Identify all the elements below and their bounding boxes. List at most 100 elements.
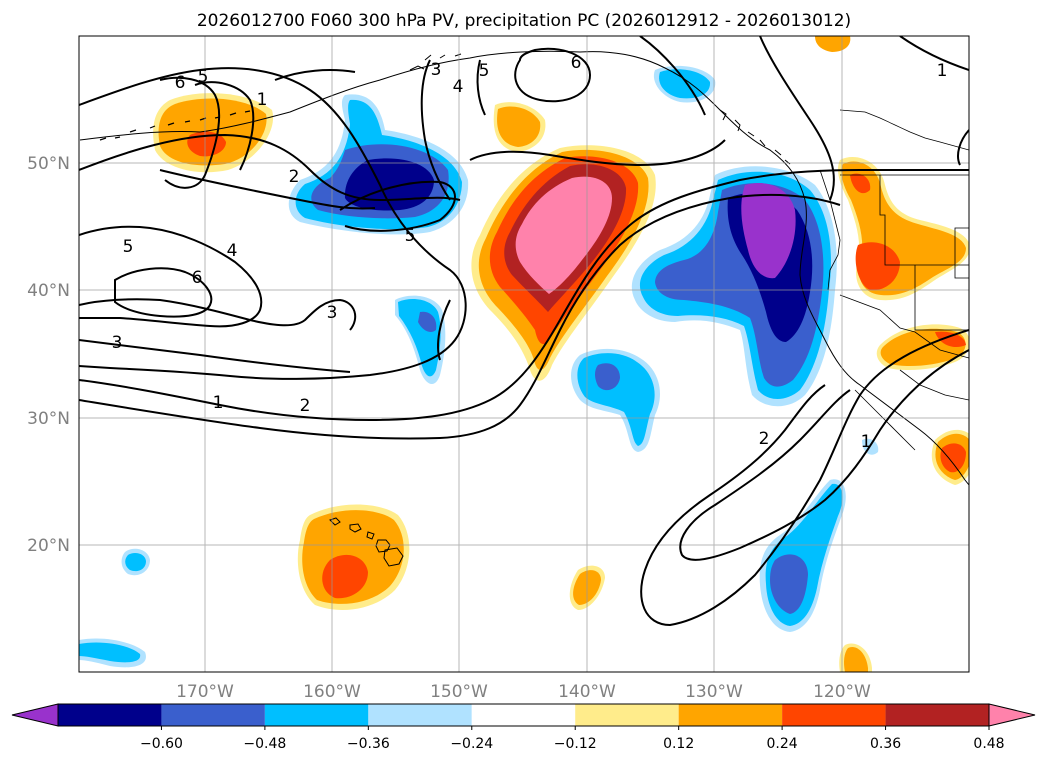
pv-contour-3-left-loop (79, 225, 263, 328)
hawaiian-islands (329, 517, 404, 567)
pv-contour-2-trough (640, 329, 969, 627)
colorbar-tick-label: −0.36 (347, 736, 390, 752)
colorbar-extend-low (11, 703, 59, 727)
border-states-1 (879, 175, 969, 266)
colorbar-extend-high (988, 703, 1036, 727)
pv-contours (79, 36, 969, 627)
colorbar-tick-label: −0.12 (554, 736, 597, 752)
pv-contour-2-main (79, 193, 841, 440)
border-mexico-internal (899, 369, 969, 401)
pv-contour-3-west (79, 339, 351, 373)
contour-label: 1 (213, 393, 224, 413)
lon-tick-label: 170°W (176, 682, 234, 702)
positive-anomaly-mexico (931, 429, 969, 485)
contour-label: 5 (405, 226, 416, 246)
contour-label: 2 (289, 167, 300, 187)
pv-contour-2-mid (159, 169, 376, 210)
contour-label: 5 (123, 237, 134, 257)
colorbar-bin (264, 704, 369, 726)
pv-contour-5-nw (159, 76, 221, 189)
lat-tick-label: 30°N (27, 409, 70, 429)
lat-tick-label: 50°N (27, 154, 70, 174)
colorbar: −0.60 −0.48 −0.36 −0.24 −0.12 0.12 0.24 0.36 0.4… (11, 703, 1036, 752)
negative-anomaly-bottom-left (79, 638, 146, 668)
lat-tick-label: 40°N (27, 281, 70, 301)
pv-contour-1-main (79, 169, 969, 422)
bc-islands (719, 109, 791, 165)
colorbar-bin (575, 704, 679, 726)
pv-contour-2-west (79, 133, 461, 202)
colorbar-outline (57, 703, 990, 727)
lon-tick-label: 150°W (430, 682, 488, 702)
alaska-peninsula-islands (409, 53, 462, 71)
negative-anomaly-small-south (571, 348, 660, 452)
border-states-3 (954, 227, 969, 279)
colorbar-tick-label: −0.48 (243, 736, 286, 752)
contour-label: 3 (431, 60, 442, 80)
negative-anomaly-small-center (395, 295, 446, 385)
colorbar-bin (368, 704, 472, 726)
border-us-mexico (839, 294, 969, 359)
coastline-north-america (79, 50, 969, 486)
map-content: 6 5 1 3 4 5 6 1 2 5 4 6 3 3 1 2 2 1 5 (79, 36, 969, 672)
colorbar-tick-label: −0.24 (450, 736, 493, 752)
pv-contour-6-nw (194, 81, 255, 171)
pv-contour-4-west (79, 298, 357, 331)
contour-label: 2 (300, 396, 311, 416)
contour-label: 6 (571, 53, 582, 73)
negative-anomaly-east (631, 166, 837, 407)
contour-label: 5 (479, 61, 490, 81)
map-frame (78, 35, 970, 673)
contour-label: 5 (198, 67, 209, 87)
contour-label: 1 (937, 61, 948, 81)
pv-contour-5-north (476, 59, 486, 116)
colorbar-bin (782, 704, 886, 726)
negative-anomaly-baja (759, 479, 846, 632)
lat-tick-label: 20°N (27, 536, 70, 556)
contour-label: 3 (327, 303, 338, 323)
pv-contour-1-west (79, 67, 467, 380)
pv-contour-northeast-edge (957, 129, 969, 166)
pv-contour-1-northeast (899, 36, 969, 71)
filled-anomalies (79, 36, 969, 672)
colorbar-tick-label: 0.36 (870, 736, 901, 752)
contour-label: 3 (112, 333, 123, 353)
positive-anomaly-gulf-alaska (493, 102, 546, 152)
border-states-2 (914, 265, 969, 331)
contour-label: 1 (257, 90, 268, 110)
colorbar-tick-label: 0.24 (767, 736, 798, 752)
colorbar-bin (885, 704, 989, 726)
lon-tick-label: 140°W (558, 682, 616, 702)
positive-anomaly-west-aleutian (153, 93, 274, 173)
colorbar-tick-label: 0.12 (663, 736, 694, 752)
pv-contour-6-loop (114, 267, 213, 318)
aleutian-islands (99, 110, 251, 141)
coastline-canada-inland (839, 109, 969, 151)
colorbar-tick-label: 0.48 (973, 736, 1004, 752)
colorbar-bin (471, 704, 576, 726)
negative-anomaly-panhandle (653, 65, 716, 103)
pv-contour-3-small (437, 299, 451, 361)
lon-tick-label: 120°W (813, 682, 871, 702)
pv-contour-northeast-1 (639, 36, 706, 116)
contour-label: 1 (861, 432, 872, 452)
gridlines (79, 36, 969, 672)
positive-anomaly-hawaii (297, 504, 410, 610)
contour-label: 2 (759, 429, 770, 449)
contour-label: 4 (453, 77, 464, 97)
contour-label: 4 (227, 241, 238, 261)
coastlines (79, 50, 969, 567)
map-title: 2026012700 F060 300 hPa PV, precipitatio… (197, 11, 851, 31)
colorbar-bin (161, 704, 265, 726)
positive-anomaly-southeast (839, 643, 872, 672)
pv-contour-5-loop (339, 180, 456, 232)
pv-contour-1-trough (679, 349, 969, 561)
lon-tick-label: 160°W (303, 682, 361, 702)
pv-contour-north-ridge (469, 139, 726, 167)
negative-anomaly-central-north (288, 94, 469, 235)
pv-contour-northeast-2 (759, 36, 835, 201)
lon-tick-label: 130°W (685, 682, 743, 702)
pv-contour-4-north (420, 59, 451, 201)
colorbar-bin (58, 704, 162, 726)
